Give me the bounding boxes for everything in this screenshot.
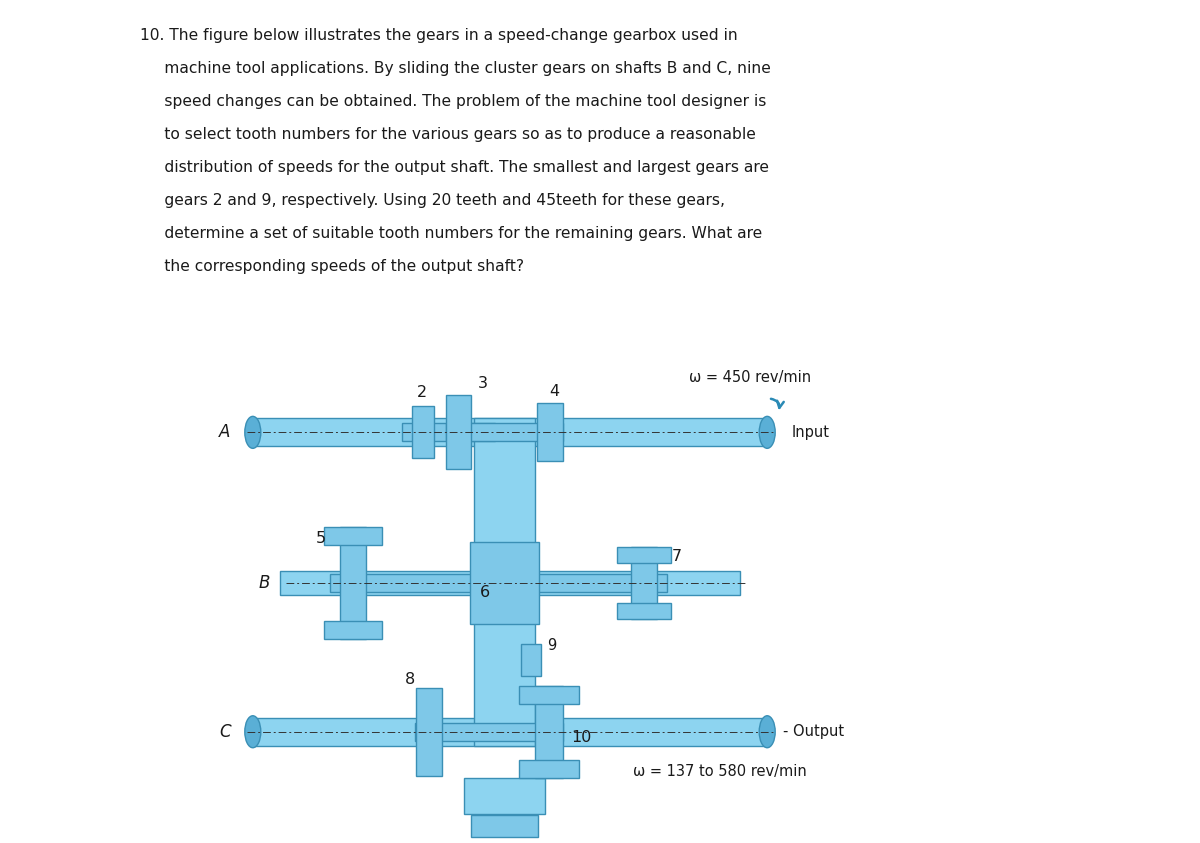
Text: 2: 2 bbox=[418, 385, 427, 400]
Text: ω = 137 to 580 rev/min: ω = 137 to 580 rev/min bbox=[634, 765, 806, 779]
Bar bbox=[469, 541, 539, 624]
Text: the corresponding speeds of the output shaft?: the corresponding speeds of the output s… bbox=[140, 259, 524, 274]
Bar bbox=[631, 546, 658, 619]
Text: 10. The figure below illustrates the gears in a speed-change gearbox used in: 10. The figure below illustrates the gea… bbox=[140, 28, 738, 43]
Ellipse shape bbox=[760, 716, 775, 748]
Bar bbox=[324, 620, 382, 638]
Bar bbox=[481, 573, 667, 592]
Bar bbox=[521, 644, 541, 676]
Text: 6: 6 bbox=[480, 585, 491, 600]
Text: determine a set of suitable tooth numbers for the remaining gears. What are: determine a set of suitable tooth number… bbox=[140, 226, 762, 241]
Text: ω = 450 rev/min: ω = 450 rev/min bbox=[689, 370, 811, 385]
Bar bbox=[470, 814, 539, 837]
Text: 7: 7 bbox=[672, 549, 682, 564]
Text: A: A bbox=[220, 423, 230, 442]
Text: 3: 3 bbox=[478, 376, 487, 391]
Bar bbox=[618, 546, 672, 562]
Bar bbox=[618, 603, 672, 619]
Ellipse shape bbox=[245, 416, 260, 448]
Text: speed changes can be obtained. The problem of the machine tool designer is: speed changes can be obtained. The probl… bbox=[140, 94, 767, 109]
Text: distribution of speeds for the output shaft. The smallest and largest gears are: distribution of speeds for the output sh… bbox=[140, 160, 769, 175]
Bar bbox=[446, 395, 472, 470]
Bar bbox=[330, 573, 527, 592]
Bar bbox=[520, 685, 580, 704]
FancyArrowPatch shape bbox=[770, 399, 784, 408]
Text: 10: 10 bbox=[571, 730, 592, 745]
Text: 4: 4 bbox=[550, 384, 559, 399]
Text: to select tooth numbers for the various gears so as to produce a reasonable: to select tooth numbers for the various … bbox=[140, 127, 756, 142]
Bar bbox=[520, 760, 580, 778]
Bar bbox=[535, 685, 563, 778]
Text: 8: 8 bbox=[404, 672, 415, 687]
Bar bbox=[324, 527, 382, 545]
Text: machine tool applications. By sliding the cluster gears on shafts ​B​ and ​C​, n: machine tool applications. By sliding th… bbox=[140, 61, 770, 76]
Text: 5: 5 bbox=[316, 531, 326, 546]
Bar bbox=[538, 403, 563, 461]
Text: 9: 9 bbox=[547, 638, 557, 653]
Bar bbox=[415, 688, 442, 776]
Bar bbox=[281, 571, 739, 594]
Text: B: B bbox=[258, 573, 270, 592]
Bar bbox=[252, 717, 768, 746]
Bar bbox=[474, 418, 535, 746]
Text: C: C bbox=[218, 722, 230, 741]
Ellipse shape bbox=[245, 716, 260, 748]
Bar bbox=[463, 778, 545, 813]
Bar bbox=[413, 406, 434, 459]
Text: gears 2 and 9, respectively. Using 20 teeth and 45teeth for these gears,: gears 2 and 9, respectively. Using 20 te… bbox=[140, 193, 725, 208]
Text: - Output: - Output bbox=[784, 724, 845, 739]
Bar bbox=[402, 423, 494, 442]
Ellipse shape bbox=[760, 416, 775, 448]
Bar bbox=[252, 418, 768, 446]
Bar bbox=[341, 527, 366, 638]
Bar bbox=[446, 423, 563, 442]
Text: Input: Input bbox=[791, 425, 829, 440]
Bar bbox=[415, 722, 563, 741]
